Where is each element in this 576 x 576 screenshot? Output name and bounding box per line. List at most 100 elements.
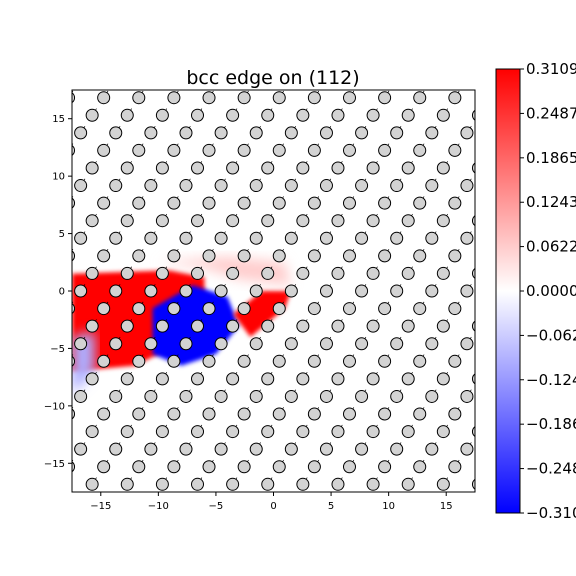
atom (331, 372, 345, 386)
atom (296, 214, 310, 228)
atom (460, 337, 474, 351)
atom (167, 249, 181, 263)
atom (425, 284, 439, 298)
atom (378, 143, 392, 157)
bond (467, 495, 471, 502)
atom (390, 179, 404, 193)
atom (261, 108, 275, 122)
atom (191, 161, 205, 175)
atom (436, 425, 450, 439)
atom (448, 196, 462, 210)
atom (448, 249, 462, 263)
atom (237, 196, 251, 210)
y-tick-label: 5 (59, 229, 65, 240)
atom (109, 179, 123, 193)
atom (307, 354, 321, 368)
atom (366, 319, 380, 333)
atom (331, 161, 345, 175)
atom (214, 389, 228, 403)
atom (97, 143, 111, 157)
atom (448, 302, 462, 316)
atom (237, 91, 251, 105)
x-tick-label: 15 (440, 501, 453, 512)
atom (144, 337, 158, 351)
atom (167, 354, 181, 368)
atom (249, 126, 263, 140)
atom (179, 179, 193, 193)
atom (284, 284, 298, 298)
atom (390, 126, 404, 140)
atom (426, 74, 438, 86)
atom (448, 354, 462, 368)
atom (460, 442, 474, 456)
atom (226, 477, 240, 491)
atom (413, 460, 427, 474)
atom (342, 143, 356, 157)
atom (261, 372, 275, 386)
atom (144, 126, 158, 140)
atom (85, 425, 99, 439)
bond (291, 495, 295, 502)
atom (307, 196, 321, 210)
atom (179, 442, 193, 456)
atom (72, 250, 76, 262)
atom (296, 372, 310, 386)
atom (97, 354, 111, 368)
colorbar-tick-label: 0.1243 (526, 193, 576, 211)
atom (155, 477, 169, 491)
bond (478, 161, 482, 168)
atom (401, 319, 415, 333)
bond (81, 73, 85, 80)
atom (155, 425, 169, 439)
atom (155, 214, 169, 228)
x-tick-label: 5 (328, 501, 334, 512)
atom (413, 407, 427, 421)
atom (366, 214, 380, 228)
atom (191, 372, 205, 386)
atom (436, 161, 450, 175)
atom (319, 442, 333, 456)
atom (401, 477, 415, 491)
atom (249, 284, 263, 298)
atom (448, 143, 462, 157)
atom (179, 389, 193, 403)
bond (478, 372, 482, 379)
atom (390, 231, 404, 245)
atom (145, 74, 157, 86)
colorbar-tick-label: −0.1865 (526, 415, 576, 433)
atom (342, 460, 356, 474)
atom (85, 477, 99, 491)
atom (471, 426, 475, 438)
x-tick-label: 10 (382, 501, 395, 512)
atom (109, 442, 123, 456)
atom (214, 231, 228, 245)
atom (144, 179, 158, 193)
atom (132, 196, 146, 210)
bond (478, 478, 482, 485)
atom (471, 215, 475, 227)
atom (284, 442, 298, 456)
atom (249, 231, 263, 245)
atom (226, 214, 240, 228)
atom (355, 284, 369, 298)
atom (191, 425, 205, 439)
bond (186, 495, 190, 502)
atom (436, 266, 450, 280)
atom (366, 266, 380, 280)
atom (250, 496, 262, 508)
atom (167, 460, 181, 474)
atom (448, 407, 462, 421)
x-tick-label: −10 (148, 501, 169, 512)
bond (478, 109, 482, 116)
atom (296, 425, 310, 439)
atom (296, 161, 310, 175)
atom (237, 249, 251, 263)
atom (167, 143, 181, 157)
atom (401, 372, 415, 386)
atom (460, 389, 474, 403)
atom (85, 108, 99, 122)
atom (132, 354, 146, 368)
x-tick-label: −5 (209, 501, 224, 512)
atom (272, 407, 286, 421)
y-tick-label: 15 (52, 114, 65, 125)
